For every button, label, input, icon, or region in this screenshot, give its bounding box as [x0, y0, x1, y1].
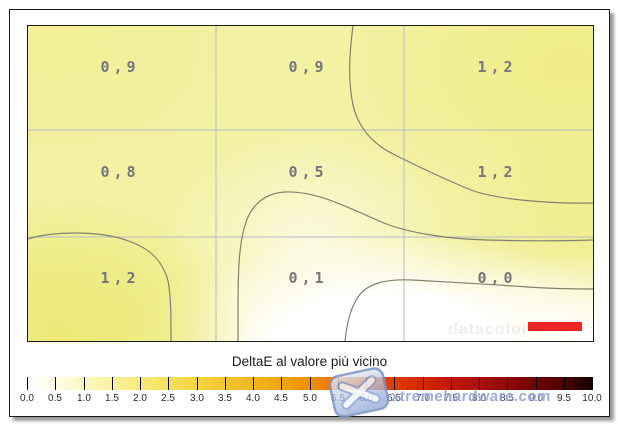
colorbar-tick — [451, 377, 452, 390]
colorbar-tick — [112, 377, 113, 390]
cell-value: 0,1 — [288, 269, 327, 287]
cell-value: 0,9 — [288, 58, 327, 76]
colorbar-tick-label: 0.0 — [20, 393, 34, 404]
colorbar-tick-label: 8.5 — [500, 393, 514, 404]
colorbar-tick-label: 7.0 — [416, 393, 430, 404]
colorbar-tick-label: 9.0 — [529, 393, 543, 404]
colorbar-tick-label: 7.5 — [444, 393, 458, 404]
cell-value: 0,8 — [100, 163, 139, 181]
xtremehardware-watermark-text: xtremehardware.com — [390, 388, 552, 405]
colorbar-tick — [479, 377, 480, 390]
colorbar-tick-label: 3.5 — [218, 393, 232, 404]
contour-lines — [28, 26, 593, 341]
colorbar-tick — [310, 377, 311, 390]
colorbar-tick — [281, 377, 282, 390]
colorbar-tick-label: 10.0 — [582, 393, 602, 404]
heatmap-shade-bottomleft-yellow — [28, 26, 593, 341]
contour-bottom-right — [344, 279, 593, 341]
colorbar-tick-label: 2.5 — [161, 393, 175, 404]
colorbar-tick-label: 3.0 — [190, 393, 204, 404]
colorbar-tick — [225, 377, 226, 390]
cell-value: 1,2 — [100, 269, 139, 287]
cell-value: 0,9 — [100, 58, 139, 76]
cell-labels: 0,9 0,9 1,2 0,8 0,5 1,2 1,2 0,1 0,0 — [100, 58, 516, 287]
grid-lines — [28, 26, 593, 341]
colorbar-tick — [140, 377, 141, 390]
colorbar-tick-label: 6.5 — [387, 393, 401, 404]
contour-bottom-left — [28, 232, 172, 341]
colorbar-tick-label: 1.0 — [77, 393, 91, 404]
colorbar-tick — [507, 377, 508, 390]
colorbar-tick — [55, 377, 56, 390]
cell-value: 1,2 — [477, 58, 516, 76]
colorbar-tick — [197, 377, 198, 390]
colorbar-tick-label: 9.5 — [557, 393, 571, 404]
colorbar-tick-label: 8.0 — [472, 393, 486, 404]
colorbar-tick-label: 2.0 — [133, 393, 147, 404]
colorbar-tick-label: 1.5 — [105, 393, 119, 404]
colorbar-tick-label: 4.0 — [246, 393, 260, 404]
colorbar-title: DeltaE al valore più vicino — [231, 354, 388, 369]
colorbar-tick-label: 5.0 — [303, 393, 317, 404]
colorbar-tick — [168, 377, 169, 390]
cell-value: 0,5 — [288, 163, 327, 181]
colorbar-tick — [423, 377, 424, 390]
colorbar-tick — [564, 377, 565, 390]
colorbar-tick — [394, 377, 395, 390]
colorbar-tick — [536, 377, 537, 390]
colorbar-tick — [253, 377, 254, 390]
datacolor-red-bar — [528, 322, 582, 331]
cell-value: 1,2 — [477, 163, 516, 181]
colorbar-tick — [592, 377, 593, 390]
x-badge-icon — [328, 367, 390, 418]
contour-top-center — [349, 26, 593, 204]
colorbar-tick-label: 0.5 — [48, 393, 62, 404]
chart-panel: 0,9 0,9 1,2 0,8 0,5 1,2 1,2 0,1 0,0 data… — [9, 9, 610, 420]
colorbar-tick — [27, 377, 28, 390]
heatmap-svg: 0,9 0,9 1,2 0,8 0,5 1,2 1,2 0,1 0,0 data… — [28, 26, 593, 341]
xtremehardware-logo-badge — [326, 364, 392, 420]
colorbar-tick — [84, 377, 85, 390]
datacolor-watermark: datacolor — [448, 321, 529, 338]
colorbar-tick-label: 4.5 — [274, 393, 288, 404]
heatmap-plot-area: 0,9 0,9 1,2 0,8 0,5 1,2 1,2 0,1 0,0 data… — [27, 25, 594, 342]
contour-middle — [237, 191, 593, 341]
cell-value: 0,0 — [477, 269, 516, 287]
